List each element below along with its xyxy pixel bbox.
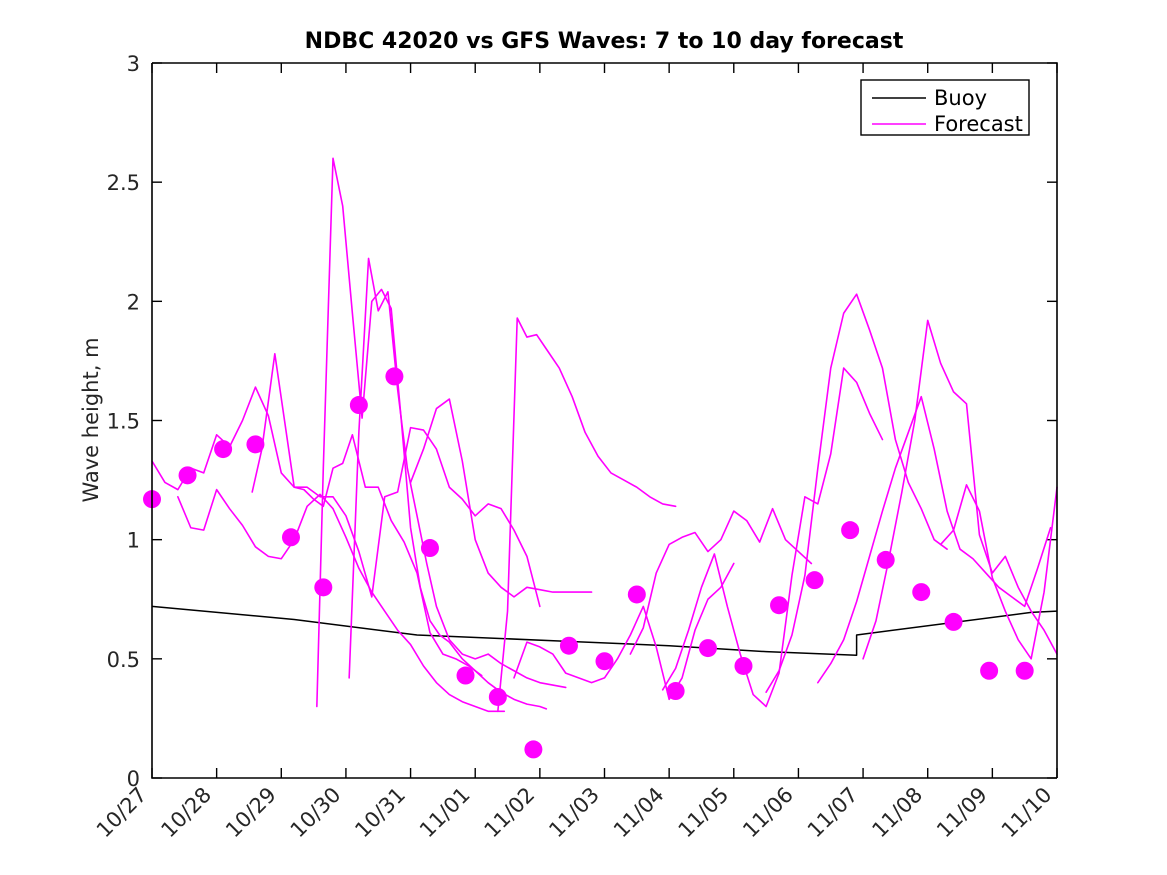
data-point-marker xyxy=(770,596,789,615)
forecast-series-line xyxy=(151,386,541,608)
data-point-marker xyxy=(488,687,507,706)
legend-label-buoy: Buoy xyxy=(934,86,987,110)
forecast-series-line xyxy=(817,395,1052,684)
legend-label-forecast: Forecast xyxy=(934,112,1023,136)
data-point-marker xyxy=(734,656,753,675)
y-tick-label: 2.5 xyxy=(107,171,140,195)
forecast-series-line xyxy=(497,317,677,713)
data-point-marker xyxy=(385,367,404,386)
data-point-marker xyxy=(627,585,646,604)
y-tick-label: 0 xyxy=(127,767,140,791)
chart-legend[interactable]: Buoy Forecast xyxy=(860,79,1030,136)
data-point-marker xyxy=(912,583,931,602)
y-tick-label: 2 xyxy=(127,290,140,314)
forecast-series-line xyxy=(177,488,506,713)
data-point-marker xyxy=(456,666,475,685)
forecast-series-line xyxy=(661,367,884,708)
forecast-series-line xyxy=(513,562,735,701)
forecast-series-line xyxy=(939,484,1058,660)
data-point-marker xyxy=(805,571,824,590)
forecast-series-line xyxy=(862,319,1058,660)
chart-title: NDBC 42020 vs GFS Waves: 7 to 10 day for… xyxy=(305,29,904,54)
data-point-marker xyxy=(595,652,614,671)
data-point-marker xyxy=(246,435,265,454)
data-point-marker xyxy=(666,682,685,701)
data-point-marker xyxy=(214,440,233,459)
forecast-series-line xyxy=(348,257,567,689)
data-point-marker xyxy=(559,636,578,655)
data-point-marker xyxy=(281,528,300,547)
buoy-series-line xyxy=(151,605,1058,657)
axis-frame-left-bottom xyxy=(151,63,1057,779)
y-tick-label: 3 xyxy=(127,52,140,76)
data-point-marker xyxy=(876,550,895,569)
data-point-marker xyxy=(420,539,439,558)
y-axis-ticks: 0 0.5 1 1.5 2 2.5 3 xyxy=(107,52,1057,791)
y-tick-label: 0.5 xyxy=(107,648,140,672)
data-point-marker xyxy=(841,521,860,540)
data-point-marker xyxy=(698,639,717,658)
forecast-series-line xyxy=(629,507,813,655)
forecast-series-line xyxy=(251,352,483,677)
y-tick-label: 1 xyxy=(127,529,140,553)
legend-box xyxy=(860,79,1030,136)
chart-marker-layer xyxy=(143,367,1034,759)
axis-frame-top-right xyxy=(152,62,1058,778)
data-point-marker xyxy=(1015,661,1034,680)
forecast-series-line xyxy=(765,293,948,694)
forecast-series-line xyxy=(409,398,593,598)
data-point-marker xyxy=(980,661,999,680)
data-point-marker xyxy=(349,396,368,415)
data-point-marker xyxy=(524,740,543,759)
data-point-marker xyxy=(314,578,333,597)
data-point-marker xyxy=(944,612,963,631)
y-axis-label: Wave height, m xyxy=(79,337,103,502)
data-point-marker xyxy=(178,466,197,485)
y-tick-label: 1.5 xyxy=(107,410,140,434)
